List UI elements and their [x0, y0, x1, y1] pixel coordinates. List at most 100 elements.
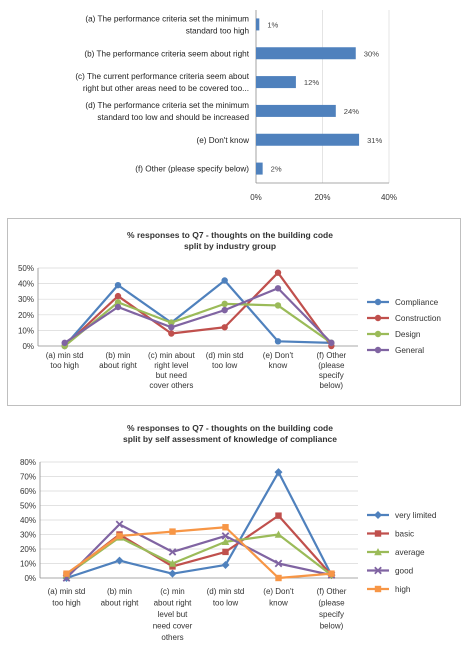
- chart-title: % responses to Q7 - thoughts on the buil…: [123, 423, 337, 444]
- x-tick-label: 40%: [381, 193, 397, 202]
- series-line: [66, 471, 333, 580]
- legend-label: high: [395, 585, 411, 594]
- category-label: (f) Other (please specify below): [135, 165, 249, 174]
- legend-label: Design: [395, 330, 421, 339]
- x-tick-label: 0%: [250, 193, 262, 202]
- x-category-label: (e) Don't know: [263, 587, 294, 608]
- data-point: [328, 339, 335, 347]
- series-line: [64, 287, 333, 344]
- data-point: [328, 570, 335, 577]
- data-point: [116, 532, 123, 540]
- y-tick-label: 40%: [20, 516, 36, 525]
- data-point: [169, 528, 176, 535]
- data-point: [374, 330, 382, 338]
- data-point: [221, 306, 228, 314]
- series-line: [63, 301, 332, 347]
- y-tick-label: 50%: [18, 264, 34, 273]
- series-line: [63, 279, 332, 347]
- bar: [256, 133, 360, 146]
- data-point: [374, 314, 382, 322]
- y-tick-label: 40%: [18, 280, 34, 289]
- y-tick-label: 60%: [20, 487, 36, 496]
- data-point: [168, 559, 177, 567]
- legend-label: average: [395, 548, 425, 557]
- bar-value-label: 30%: [364, 49, 379, 58]
- data-point: [274, 285, 282, 292]
- legend-label: Construction: [395, 314, 441, 323]
- legend-label: good: [395, 567, 414, 576]
- x-category-label: (f) Other (please specify below): [317, 587, 347, 631]
- data-point: [114, 292, 122, 300]
- data-point: [274, 338, 282, 345]
- series-line: [63, 271, 333, 347]
- category-label: (c) The current performance criteria see…: [75, 72, 249, 93]
- data-point: [114, 299, 122, 306]
- y-tick-label: 30%: [18, 295, 34, 304]
- data-point: [222, 524, 229, 531]
- data-point: [374, 585, 382, 593]
- legend-label: basic: [395, 530, 414, 539]
- x-category-label: (b) min about right: [99, 351, 138, 370]
- data-point: [275, 574, 282, 582]
- legend-label: very limited: [395, 511, 437, 520]
- x-category-label: (a) min std too high: [48, 587, 86, 608]
- y-tick-label: 70%: [20, 473, 36, 482]
- data-point: [374, 566, 382, 575]
- bar: [256, 104, 336, 117]
- legend-label: General: [395, 346, 424, 355]
- x-tick-label: 20%: [314, 193, 330, 202]
- data-point: [374, 346, 382, 354]
- bar: [256, 18, 260, 31]
- category-label: (a) The performance criteria set the min…: [85, 14, 249, 35]
- data-point: [114, 303, 122, 311]
- x-category-label: (d) min std too low: [206, 351, 244, 370]
- bar: [256, 162, 263, 175]
- line-chart-industry-group: % responses to Q7 - thoughts on the buil…: [18, 230, 441, 390]
- x-category-label: (a) min std too high: [46, 351, 84, 370]
- bar-value-label: 1%: [267, 20, 278, 29]
- line-chart-self-assessment: % responses to Q7 - thoughts on the buil…: [20, 423, 437, 642]
- bar-value-label: 24%: [344, 107, 359, 116]
- data-point: [274, 530, 283, 538]
- data-point: [374, 530, 382, 537]
- y-tick-label: 80%: [20, 458, 36, 467]
- y-tick-label: 30%: [20, 531, 36, 540]
- chart-title: % responses to Q7 - thoughts on the buil…: [127, 230, 333, 251]
- bar-value-label: 2%: [271, 165, 282, 174]
- data-point: [221, 560, 230, 569]
- data-point: [168, 319, 175, 326]
- x-category-label: (f) Other (please specify below): [316, 351, 346, 390]
- series-line: [65, 523, 332, 579]
- data-point: [221, 537, 230, 545]
- x-category-label: (d) min std too low: [207, 587, 245, 608]
- y-tick-label: 20%: [20, 545, 36, 554]
- data-point: [222, 548, 229, 556]
- data-point: [115, 520, 124, 529]
- bar-value-label: 31%: [367, 136, 382, 145]
- data-point: [221, 324, 228, 331]
- data-point: [274, 302, 282, 309]
- data-point: [374, 548, 382, 556]
- data-point: [168, 330, 175, 337]
- bar: [256, 76, 296, 89]
- category-label: (e) Don't know: [196, 136, 249, 145]
- data-point: [221, 277, 228, 284]
- data-point: [275, 512, 282, 519]
- data-point: [168, 569, 177, 578]
- industry-chart-panel: [7, 218, 461, 406]
- x-category-label: (c) min about right level but need cover oth…: [153, 587, 193, 642]
- category-label: (b) The performance criteria seem about …: [84, 49, 249, 58]
- data-point: [168, 324, 175, 331]
- y-tick-label: 20%: [18, 311, 34, 320]
- bar-chart-performance-criteria: 0% 20% 40% 1% (a) The performance criteria s…: [75, 10, 397, 202]
- data-point: [374, 511, 382, 519]
- data-point: [274, 559, 283, 568]
- data-point: [115, 556, 124, 565]
- y-tick-label: 0%: [24, 574, 36, 583]
- x-category-label: (e) Don't know: [263, 351, 294, 370]
- y-tick-label: 50%: [20, 502, 36, 511]
- bar: [256, 47, 356, 60]
- x-category-label: (b) min about right: [101, 587, 140, 608]
- data-point: [63, 570, 70, 577]
